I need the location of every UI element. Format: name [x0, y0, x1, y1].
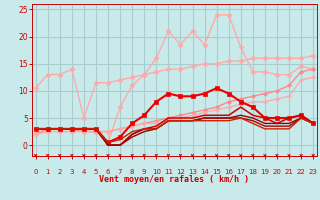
X-axis label: Vent moyen/en rafales ( km/h ): Vent moyen/en rafales ( km/h ): [100, 174, 249, 184]
